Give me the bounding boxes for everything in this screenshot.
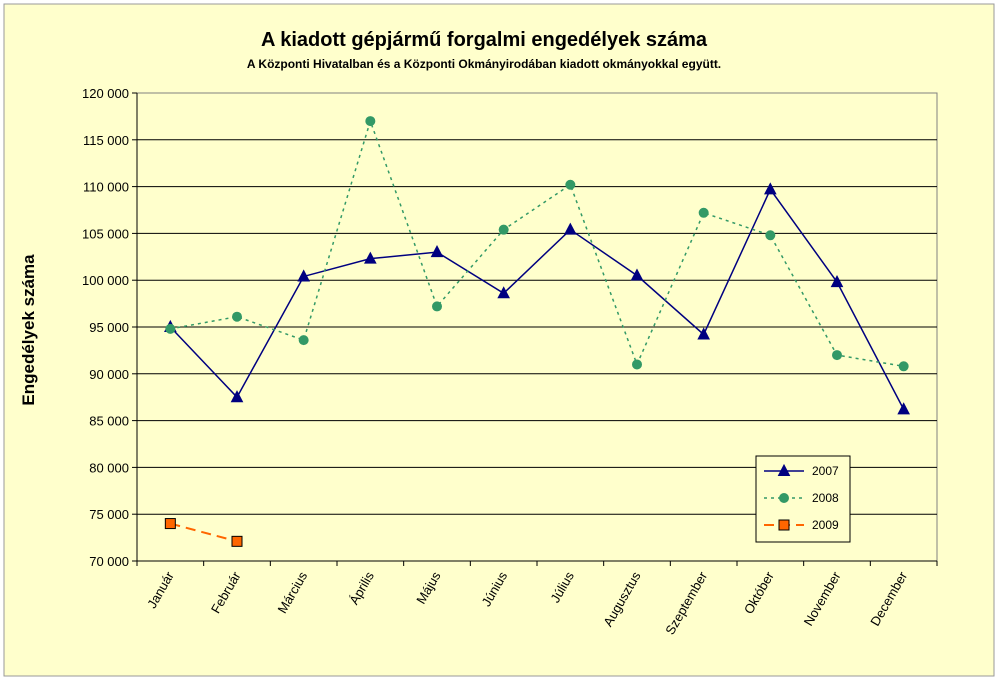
data-point bbox=[632, 359, 642, 370]
chart-title: A kiadott gépjármű forgalmi engedélyek s… bbox=[261, 29, 708, 51]
series-line bbox=[170, 522, 238, 543]
legend-entry: 2007 bbox=[764, 463, 839, 478]
legend-label: 2007 bbox=[812, 464, 839, 478]
data-point bbox=[832, 350, 842, 361]
series-line bbox=[170, 118, 904, 368]
data-point bbox=[297, 269, 310, 282]
data-point bbox=[165, 323, 176, 334]
y-tick-label: 110 000 bbox=[83, 180, 129, 195]
y-tick-label: 70 000 bbox=[89, 554, 129, 569]
series-2008 bbox=[165, 116, 909, 372]
data-point bbox=[497, 286, 510, 299]
data-point bbox=[764, 182, 777, 195]
series-2007 bbox=[164, 182, 910, 415]
data-point bbox=[232, 311, 242, 322]
series-group bbox=[164, 116, 910, 547]
data-point bbox=[498, 224, 509, 235]
data-point bbox=[432, 301, 442, 312]
data-point bbox=[564, 222, 577, 235]
y-tick-label: 90 000 bbox=[89, 367, 129, 382]
data-point bbox=[698, 207, 709, 218]
legend-entry: 2009 bbox=[764, 518, 839, 532]
data-point bbox=[230, 390, 244, 403]
data-point bbox=[164, 518, 176, 530]
data-point bbox=[364, 251, 377, 264]
y-tick-label: 75 000 bbox=[89, 507, 129, 522]
data-point bbox=[697, 327, 710, 340]
y-axis-ticks: 70 000 75 000 80 000 85 000 90 000 95 000 100 … bbox=[82, 86, 937, 569]
gridlines bbox=[137, 139, 937, 515]
data-point bbox=[765, 230, 776, 241]
data-point bbox=[430, 245, 444, 258]
data-point bbox=[778, 519, 790, 531]
legend-entry: 2008 bbox=[764, 491, 839, 505]
legend: 2007 2008 2009 bbox=[755, 455, 851, 543]
data-point bbox=[231, 535, 243, 547]
legend-label: 2009 bbox=[812, 518, 839, 532]
data-point bbox=[777, 463, 791, 476]
data-point bbox=[365, 116, 376, 127]
data-point bbox=[298, 335, 309, 346]
y-tick-label: 115 000 bbox=[83, 133, 129, 148]
series-2009 bbox=[164, 518, 243, 547]
legend-label: 2008 bbox=[812, 491, 839, 505]
y-tick-label: 80 000 bbox=[89, 460, 129, 475]
y-tick-label: 105 000 bbox=[82, 226, 129, 241]
data-point bbox=[830, 274, 844, 288]
data-point bbox=[898, 361, 909, 372]
y-tick-label: 100 000 bbox=[82, 273, 129, 288]
series-line bbox=[169, 187, 905, 410]
chart-subtitle: A Központi Hivatalban és a Központi Okmá… bbox=[247, 57, 721, 71]
y-axis-label: Engedélyek száma bbox=[19, 254, 38, 406]
y-tick-label: 95 000 bbox=[89, 320, 129, 335]
y-tick-label: 85 000 bbox=[89, 414, 129, 429]
data-point bbox=[779, 493, 789, 503]
data-point bbox=[630, 268, 644, 281]
y-tick-label: 120 000 bbox=[82, 86, 129, 101]
data-point bbox=[897, 402, 910, 415]
data-point bbox=[565, 179, 576, 190]
